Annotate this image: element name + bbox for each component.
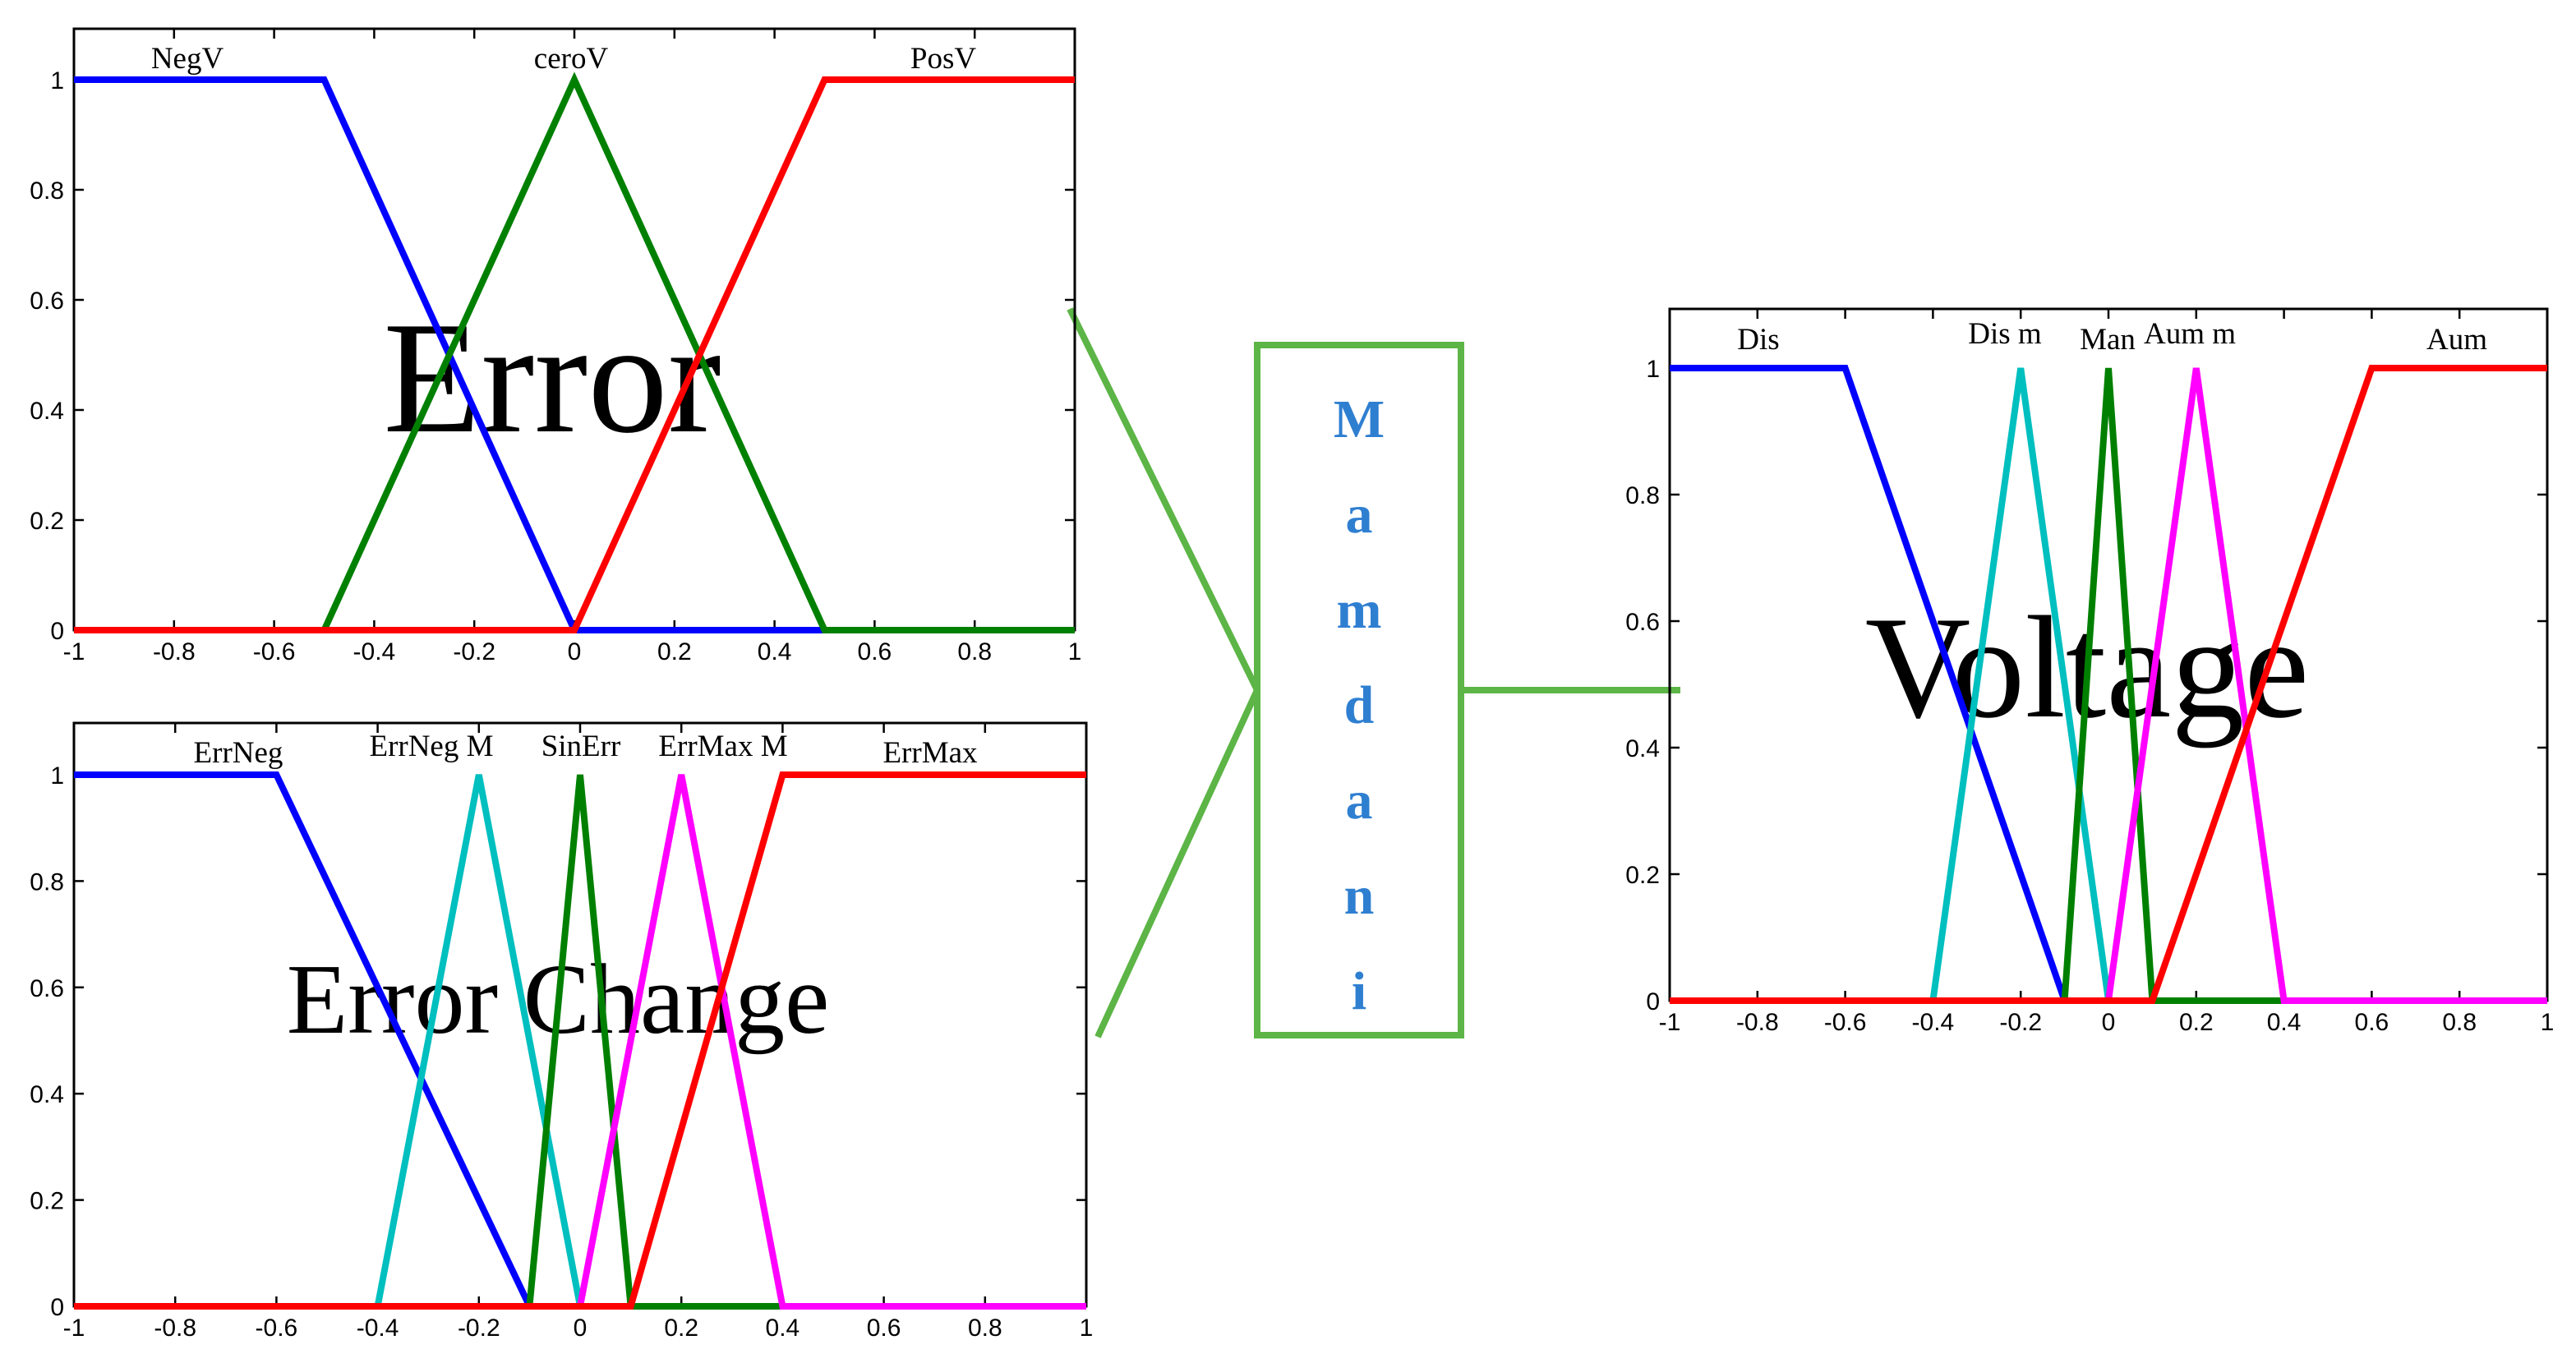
y-tick-label: 0.4 bbox=[30, 1081, 64, 1108]
mamdani-letter: i bbox=[1352, 961, 1366, 1021]
mf-curve-errmax bbox=[74, 771, 1086, 1310]
mf-curve-posv bbox=[74, 76, 1075, 633]
mf-label-errmax-m: ErrMax M bbox=[658, 730, 787, 763]
y-tick-label: 0.8 bbox=[1625, 482, 1660, 509]
x-tick-label: -0.4 bbox=[1912, 1009, 1955, 1036]
mf-label-errneg: ErrNeg bbox=[194, 736, 283, 770]
mf-label-aum: Aum bbox=[2426, 323, 2487, 357]
y-tick-label: 0.2 bbox=[30, 508, 64, 535]
x-tick-label: 0.8 bbox=[968, 1315, 1002, 1342]
mamdani-letter: a bbox=[1346, 771, 1373, 831]
connectors bbox=[1067, 307, 1680, 1038]
x-tick-label: -0.2 bbox=[453, 638, 495, 665]
x-tick-label: -0.8 bbox=[1736, 1009, 1779, 1036]
x-tick-label: 0.6 bbox=[858, 638, 892, 665]
y-tick-label: 0.8 bbox=[30, 868, 64, 896]
mf-label-negv: NegV bbox=[151, 42, 224, 76]
x-tick-label: 1 bbox=[1080, 1315, 1094, 1342]
connector-error-to-mamdani bbox=[1067, 307, 1260, 692]
x-tick-label: 0.2 bbox=[657, 638, 692, 665]
x-tick-label: 0.6 bbox=[867, 1315, 901, 1342]
x-tick-label: -0.8 bbox=[154, 1315, 196, 1342]
x-tick-label: 1 bbox=[2541, 1009, 2555, 1036]
mf-label-man: Man bbox=[2080, 323, 2136, 357]
y-tick-label: 0 bbox=[50, 618, 64, 645]
x-tick-label: 0.4 bbox=[758, 638, 792, 665]
x-tick-label: 0.4 bbox=[766, 1315, 800, 1342]
mamdani-letter: d bbox=[1344, 675, 1375, 735]
mf-label-dis: Dis bbox=[1737, 323, 1779, 357]
y-tick-label: 0.8 bbox=[30, 177, 64, 205]
y-tick-label: 0.2 bbox=[30, 1188, 64, 1215]
x-tick-label: 0 bbox=[568, 638, 582, 665]
x-tick-label: -0.2 bbox=[458, 1315, 500, 1342]
y-tick-label: 1 bbox=[1646, 356, 1660, 383]
x-tick-label: 1 bbox=[1068, 638, 1082, 665]
mamdani-letter: a bbox=[1346, 485, 1373, 545]
mf-label-aum-m: Aum m bbox=[2144, 317, 2236, 351]
mf-label-sinerr: SinErr bbox=[541, 730, 621, 763]
mf-label-cerov: ceroV bbox=[534, 42, 609, 76]
y-tick-label: 0.6 bbox=[1625, 609, 1660, 636]
error-change-membership-chart: -1 -0.8 -0.6 -0.4 -0.2 0 0.2 0.4 0.6 0.8 1 0 0.2 0.4 0… bbox=[30, 721, 1094, 1342]
x-tick-label: 0.4 bbox=[2267, 1009, 2302, 1036]
mamdani-letter: m bbox=[1337, 580, 1382, 640]
y-tick-label: 0.4 bbox=[1625, 735, 1660, 762]
x-tick-label: -0.8 bbox=[153, 638, 196, 665]
x-tick-label: -1 bbox=[63, 1315, 85, 1342]
connector-errorchange-to-mamdani bbox=[1094, 688, 1260, 1038]
y-tick-label: 1 bbox=[50, 67, 64, 94]
voltage-membership-chart: -1 -0.8 -0.6 -0.4 -0.2 0 0.2 0.4 0.6 0.8 1 0 0.2 0.4 0… bbox=[1625, 307, 2555, 1036]
y-tick-label: 0.6 bbox=[30, 975, 64, 1002]
y-tick-label: 0.4 bbox=[30, 398, 64, 425]
mamdani-letter: M bbox=[1334, 389, 1385, 449]
mf-curve-aum bbox=[1670, 365, 2547, 1004]
x-tick-label: -0.6 bbox=[1824, 1009, 1867, 1036]
y-tick-label: 0 bbox=[50, 1294, 64, 1321]
x-tick-label: -0.6 bbox=[253, 638, 296, 665]
x-tick-label: 0.8 bbox=[957, 638, 992, 665]
mamdani-box bbox=[1254, 342, 1464, 1038]
x-tick-label: -0.6 bbox=[256, 1315, 298, 1342]
y-tick-label: 1 bbox=[50, 762, 64, 790]
x-tick-label: 0 bbox=[574, 1315, 588, 1342]
mf-label-errmax: ErrMax bbox=[882, 736, 978, 770]
x-tick-label: 0.8 bbox=[2442, 1009, 2477, 1036]
y-tick-label: 0 bbox=[1646, 988, 1660, 1015]
mf-label-errneg-m: ErrNeg M bbox=[369, 730, 493, 763]
x-tick-label: -1 bbox=[63, 638, 85, 665]
x-tick-label: -0.4 bbox=[353, 638, 396, 665]
x-tick-label: 0 bbox=[2102, 1009, 2116, 1036]
x-tick-label: 0.2 bbox=[664, 1315, 698, 1342]
x-tick-label: -1 bbox=[1659, 1009, 1681, 1036]
y-tick-label: 0.2 bbox=[1625, 862, 1660, 889]
mamdani-letter: n bbox=[1344, 866, 1375, 926]
mf-label-posv: PosV bbox=[910, 42, 976, 76]
x-tick-label: -0.2 bbox=[1999, 1009, 2042, 1036]
x-tick-label: 0.2 bbox=[2179, 1009, 2214, 1036]
x-tick-label: 0.6 bbox=[2355, 1009, 2389, 1036]
error-membership-chart: -1 -0.8 -0.6 -0.4 -0.2 0 0.2 0.4 0.6 0.8 1 0 0.2 0.4 0… bbox=[30, 27, 1082, 665]
y-tick-label: 0.6 bbox=[30, 288, 64, 315]
mf-label-dis-m: Dis m bbox=[1968, 317, 2042, 351]
x-tick-label: -0.4 bbox=[357, 1315, 399, 1342]
